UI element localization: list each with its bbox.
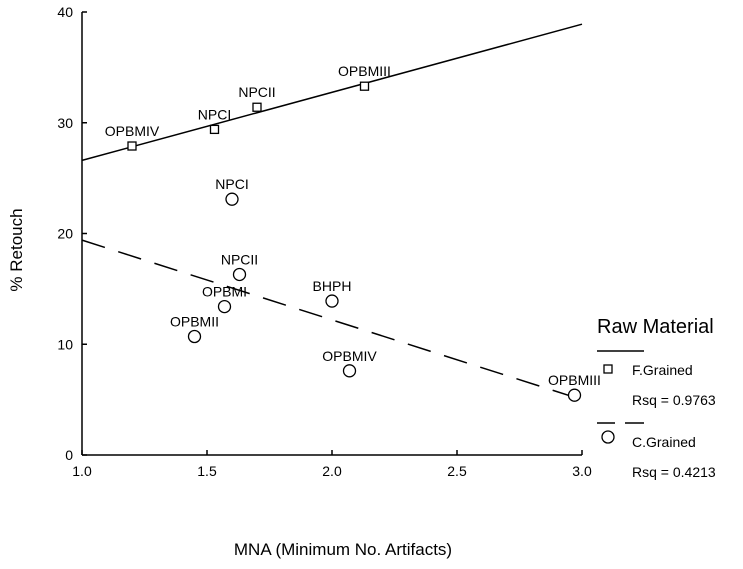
point-label: OPBMIV — [105, 123, 160, 139]
point-label: OPBMIII — [338, 63, 391, 79]
legend-label-coarse: C.Grained — [632, 434, 696, 450]
point-label: NPCI — [215, 176, 248, 192]
point-labels: OPBMIV NPCI NPCII OPBMIII NPCI NPCII OPBMI BHPH… — [105, 63, 601, 388]
x-tick-label: 2.0 — [322, 463, 342, 479]
legend-rsq-fine: Rsq = 0.9763 — [632, 392, 716, 408]
x-tick-label: 3.0 — [572, 463, 592, 479]
y-tick-label: 40 — [57, 4, 73, 20]
fine-grained-point — [252, 102, 262, 112]
coarse-grained-point — [225, 192, 239, 206]
y-tick-label: 10 — [57, 336, 73, 352]
coarse-grained-point — [567, 388, 582, 402]
fine-grained-fit-line — [81, 23, 583, 162]
x-tick-label: 1.0 — [72, 463, 92, 479]
point-label: NPCI — [198, 106, 231, 122]
point-label: NPCII — [238, 84, 275, 100]
legend-title: Raw Material — [597, 316, 714, 338]
x-axis-title: MNA (Minimum No. Artifacts) — [234, 540, 452, 559]
coarse-grained-fit-line — [81, 239, 583, 401]
point-label: BHPH — [313, 278, 352, 294]
data-points — [127, 81, 582, 402]
y-tick-label: 30 — [57, 115, 73, 131]
legend-square-marker — [603, 364, 613, 374]
fine-grained-point — [209, 124, 220, 135]
legend-label-fine: F.Grained — [632, 362, 693, 378]
coarse-grained-point — [232, 267, 247, 282]
fit-lines — [81, 23, 583, 401]
legend: Raw Material F.Grained Rsq = 0.9763 C.Gr… — [597, 316, 716, 480]
fine-grained-point — [359, 81, 370, 91]
legend-circle-marker — [601, 430, 615, 444]
point-label: OPBMIII — [548, 372, 601, 388]
point-label: OPBMI — [202, 284, 247, 300]
coarse-grained-point — [217, 299, 232, 314]
y-axis-title: % Retouch — [7, 208, 26, 291]
point-label: OPBMIV — [322, 348, 377, 364]
y-tick-label: 20 — [57, 226, 73, 242]
point-label: OPBMII — [170, 313, 219, 329]
coarse-grained-point — [325, 294, 339, 308]
x-tick-label: 2.5 — [447, 463, 467, 479]
x-tick-label: 1.5 — [197, 463, 217, 479]
coarse-grained-point — [187, 329, 202, 344]
coarse-grained-point — [342, 364, 357, 378]
legend-rsq-coarse: Rsq = 0.4213 — [632, 464, 716, 480]
fine-grained-point — [127, 141, 137, 151]
point-label: NPCII — [221, 251, 258, 267]
plot-axes: 1.0 1.5 2.0 2.5 3.0 0 10 20 30 40 — [57, 4, 592, 479]
y-tick-label: 0 — [65, 447, 73, 463]
